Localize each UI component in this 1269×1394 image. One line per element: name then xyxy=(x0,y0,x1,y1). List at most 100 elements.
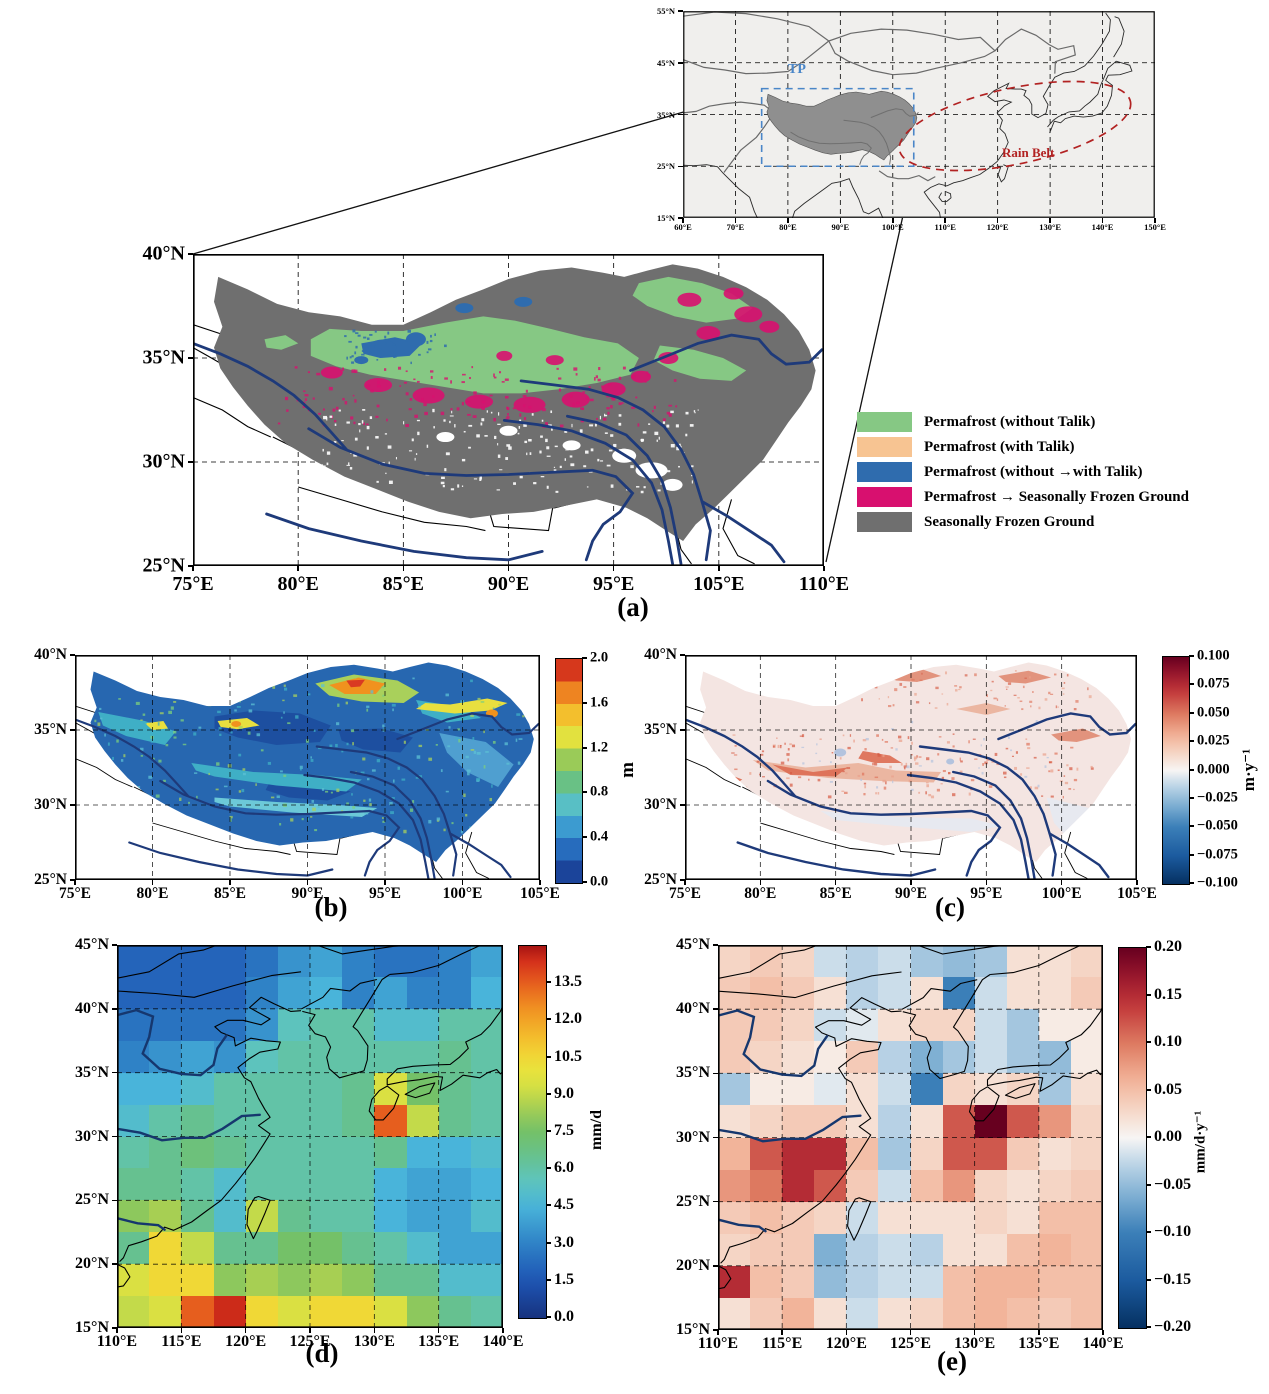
tick-mark xyxy=(910,880,912,885)
colorbar-tick-label: 9.0 xyxy=(554,1084,574,1102)
colorbar-tick-mark xyxy=(1146,1088,1151,1091)
tick-mark xyxy=(70,654,75,656)
grid-cell xyxy=(878,945,911,978)
x-tick-label: 135°E xyxy=(1018,1335,1060,1352)
tick-mark xyxy=(112,1071,117,1074)
grid-cell xyxy=(149,1264,182,1297)
grid-cell xyxy=(310,1200,343,1233)
grid-cell xyxy=(750,1297,783,1331)
y-tick-label: 35°N xyxy=(142,346,185,369)
grid-cell xyxy=(750,1073,783,1106)
colorbar-tick-label: 1.6 xyxy=(590,694,609,711)
tick-mark xyxy=(682,218,684,223)
grid-cell xyxy=(878,1297,911,1331)
y-tick-label: 30°N xyxy=(676,1128,710,1146)
x-tick-label: 135°E xyxy=(418,1333,460,1350)
grid-cell xyxy=(406,1104,440,1137)
grid-cell xyxy=(782,1009,815,1042)
y-tick-label: 35°N xyxy=(34,721,67,738)
colorbar-tick-mark xyxy=(546,1241,551,1244)
colorbar-tick-label: 0.20 xyxy=(1154,938,1182,955)
y-tick-label: 35°N xyxy=(676,1064,710,1082)
grid-cell xyxy=(277,1136,311,1169)
grid-cell xyxy=(910,1137,944,1171)
grid-cell xyxy=(846,1233,879,1267)
grid-cell xyxy=(1006,977,1040,1010)
grid-cell xyxy=(277,1296,311,1329)
x-tick-label: 75°E xyxy=(668,885,702,902)
grid-cell xyxy=(438,1232,472,1265)
grid-cell xyxy=(1038,977,1072,1010)
grid-cell xyxy=(1070,977,1104,1010)
grid-cell xyxy=(846,1041,879,1074)
grid-cell xyxy=(277,1264,311,1297)
grid-cell xyxy=(342,1296,375,1329)
colorbar-tick-label: 0.4 xyxy=(590,828,609,845)
x-tick-label: 80°E xyxy=(277,573,319,595)
tick-mark xyxy=(612,566,615,571)
grid-cell xyxy=(814,1201,847,1235)
tick-mark xyxy=(437,1328,440,1333)
y-tick-label: 15°N xyxy=(75,1319,109,1336)
y-tick-label: 25°N xyxy=(676,1192,710,1210)
panel-a-caption: (a) xyxy=(617,592,649,622)
x-tick-label: 85°E xyxy=(382,573,424,595)
grid-cell xyxy=(718,945,751,978)
grid-cell xyxy=(846,1169,879,1203)
colorbar-tick-mark xyxy=(546,1130,551,1132)
grid-cell xyxy=(470,945,504,978)
legend-item-label: Permafrost (without →with Talik) xyxy=(924,463,1143,480)
grid-cell xyxy=(470,1168,504,1201)
tick-mark xyxy=(461,880,464,885)
grid-cell xyxy=(277,945,311,978)
tick-mark xyxy=(713,1200,718,1203)
colorbar-tick-mark xyxy=(1189,711,1194,714)
colorbar-tick-label: 3.0 xyxy=(554,1233,574,1251)
tick-mark xyxy=(74,880,76,885)
grid-cell xyxy=(782,945,815,978)
grid-cell xyxy=(181,1232,214,1265)
colorbar-tick-mark xyxy=(582,701,587,704)
colorbar-tick-mark xyxy=(1146,1278,1151,1281)
x-tick-label: 90°E xyxy=(487,573,530,595)
x-tick-label: 100°E xyxy=(442,885,483,902)
tick-mark xyxy=(909,1330,912,1335)
colorbar-tick-label: −0.20 xyxy=(1154,1318,1192,1335)
tick-mark xyxy=(678,62,683,64)
x-tick-label: 90°E xyxy=(291,885,324,902)
tick-mark xyxy=(1060,880,1063,885)
colorbar-tick-mark xyxy=(582,791,587,794)
tick-mark xyxy=(402,566,405,571)
grid-cell xyxy=(1070,1041,1104,1074)
tick-mark xyxy=(759,880,762,885)
tick-mark xyxy=(834,880,837,885)
panel-c-map xyxy=(685,655,1137,880)
y-tick-label: 45°N xyxy=(75,936,109,953)
grid-cell xyxy=(374,1264,407,1297)
tick-mark xyxy=(116,1328,118,1333)
x-tick-label: 70°E xyxy=(726,222,745,232)
colorbar-tick-mark xyxy=(546,1092,551,1095)
y-tick-label: 45°N xyxy=(676,936,710,953)
grid-cell xyxy=(1038,1169,1072,1203)
grid-cell xyxy=(782,1233,815,1267)
rain-belt-label: Rain Belt xyxy=(1002,145,1055,160)
y-tick-label: 45°N xyxy=(656,57,675,68)
panel-b-map xyxy=(75,655,540,880)
legend-item: Permafrost (without →with Talik) xyxy=(857,462,1189,482)
colorbar-tick-label: 0.15 xyxy=(1154,985,1182,1003)
x-tick-label: 90°E xyxy=(831,222,850,232)
grid-cell xyxy=(942,1233,976,1267)
grid-cell xyxy=(245,1168,279,1201)
grid-cell xyxy=(374,1232,407,1265)
grid-cell xyxy=(782,1105,815,1138)
grid-cell xyxy=(245,1232,279,1265)
tick-mark xyxy=(180,1328,183,1333)
panel-a-legend: Permafrost (without Talik) Permafrost (wi… xyxy=(857,412,1189,537)
tick-mark xyxy=(297,566,299,571)
grid-cell xyxy=(117,1296,150,1329)
colorbar-unit-label: m·y⁻¹ xyxy=(1239,748,1258,792)
tick-mark xyxy=(734,218,737,223)
x-tick-label: 85°E xyxy=(819,885,852,902)
